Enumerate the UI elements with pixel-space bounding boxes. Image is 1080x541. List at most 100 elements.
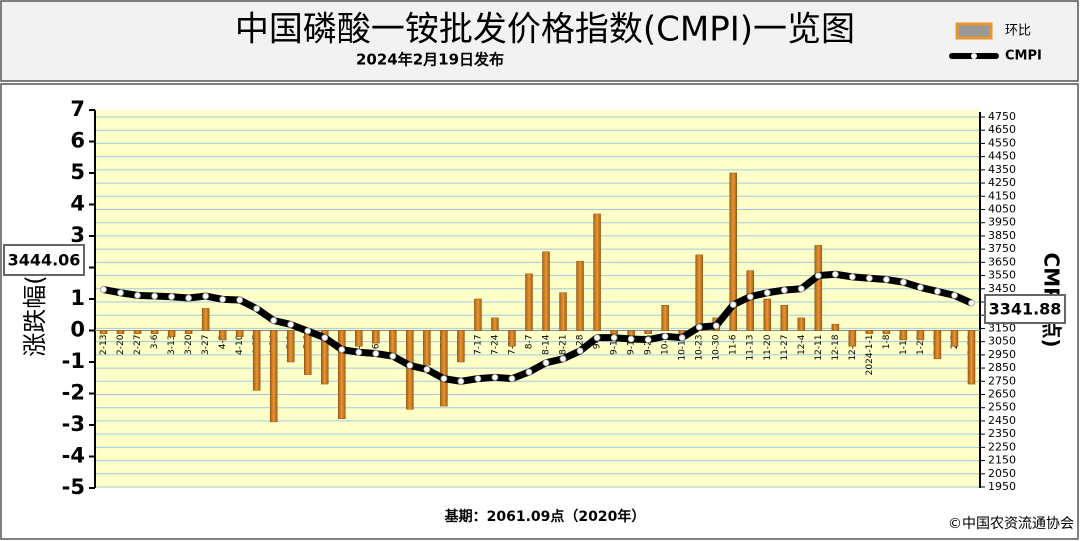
bar [780,305,789,331]
bar [133,330,142,334]
y-tick-label: -5 [62,475,85,499]
cmpi-point [287,321,295,328]
callout-box [984,294,1066,324]
bar [389,330,397,356]
legend-label: CMPI [1005,49,1042,64]
y2-tick-label: 3650 [988,255,1016,268]
y2-tick-label: 3750 [988,242,1016,255]
x-tick-label: 7-17 [473,335,483,355]
cmpi-point [593,334,601,342]
x-tick-label: 12-18 [831,334,841,360]
y-tick-label: 5 [70,160,85,184]
y2-tick-label: 4550 [988,136,1016,149]
bar [218,330,227,341]
cmpi-line [102,270,973,385]
bar [916,330,925,341]
bar [338,330,346,419]
y2-tick-label: 4350 [988,163,1016,176]
cmpi-point [763,289,771,297]
bar [559,292,567,331]
bar [508,330,516,347]
cmpi-point [542,359,550,367]
bar [848,330,857,347]
cmpi-point [644,336,652,344]
y2-tick-label: 4050 [988,203,1016,216]
y2-tick-label: 2150 [988,454,1016,467]
bar [525,273,533,331]
y-tick-label: 7 [70,97,85,121]
bar [201,308,210,331]
cmpi-point [151,292,158,300]
callout-label: 3444.06 [8,251,81,270]
cmpi-point [491,373,499,381]
x-tick-label: 10-9 [661,334,671,355]
bar [882,330,891,334]
cmpi-point [457,377,465,385]
cmpi-point [525,368,533,376]
bar [252,330,261,391]
cmpi-point [934,288,941,295]
x-tick-label: 8-21 [559,335,569,355]
legend-dot [971,53,977,59]
x-tick-label: 8-28 [576,334,586,355]
y2-tick-label: 2450 [988,414,1016,427]
cmpi-point [559,355,567,363]
bar [593,213,601,331]
y2-tick-label: 2950 [988,348,1016,361]
cmpi-point [695,323,703,331]
cmpi-point [134,291,141,299]
bar [644,330,652,334]
bar [303,330,312,375]
x-tick-label: 3-27 [201,335,211,355]
bar [474,298,482,331]
cmpi-point [882,276,890,283]
footnote: 基期：2061.09点（2020年） [445,508,646,525]
cmpi-point [678,334,686,342]
x-tick-label: 3-6 [150,334,160,349]
bar [797,317,806,331]
cmpi-point [508,375,516,383]
bar [865,330,874,334]
x-tick-label: 12-11 [814,335,824,361]
y2-tick-label: 2850 [988,361,1016,374]
cmpi-point [951,291,958,299]
cmpi-point [253,305,261,313]
bar [269,330,278,423]
cmpi-point [797,285,805,293]
x-tick-label: 2-13 [99,335,109,355]
bar [286,330,295,363]
x-tick-label: 3-20 [184,334,194,355]
cmpi-point [610,334,618,342]
cmpi-point [474,375,482,383]
bar [542,251,550,331]
y2-tick-label: 3450 [988,282,1016,295]
y-tick-label: 0 [70,318,85,342]
bar [967,330,976,385]
cmpi-point [117,289,124,297]
y2-tick-label: 3550 [988,269,1016,282]
x-tick-label: 11-6 [729,334,739,355]
cmpi-point [729,301,737,309]
x-tick-label: 9-11 [610,335,620,355]
bar [763,298,772,331]
bar [406,330,414,410]
x-tick-label: 2024-1-1 [865,335,875,376]
y2-tick-label: 3950 [988,216,1016,229]
header-box [0,0,1079,82]
bar [116,330,125,334]
cmpi-point [746,293,754,301]
cmpi-point [440,375,448,383]
x-tick-label: 1-22 [916,335,926,355]
bar [167,330,176,338]
bar [950,330,959,347]
source: ©中国农资流通协会 [948,516,1074,532]
cmpi-point [304,327,312,335]
cmpi-point [831,270,839,278]
bar [355,330,363,347]
bar [729,172,737,331]
y2-tick-label: 4650 [988,123,1016,136]
x-tick-label: 10-30 [712,334,722,360]
y2-tick-label: 4750 [988,110,1016,123]
y2-tick-label: 3150 [988,321,1016,334]
